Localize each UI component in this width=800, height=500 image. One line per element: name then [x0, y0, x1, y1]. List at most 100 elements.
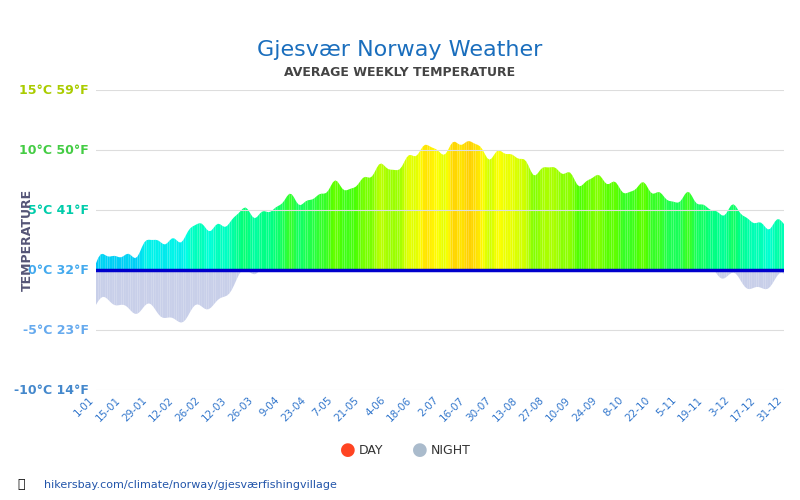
Polygon shape	[745, 270, 747, 288]
Polygon shape	[232, 270, 234, 290]
Polygon shape	[140, 247, 142, 270]
Polygon shape	[674, 202, 676, 270]
Polygon shape	[126, 254, 128, 270]
Polygon shape	[227, 223, 230, 270]
Polygon shape	[363, 177, 366, 270]
Polygon shape	[186, 231, 188, 270]
Polygon shape	[761, 222, 763, 270]
Polygon shape	[372, 172, 374, 270]
Polygon shape	[106, 255, 107, 270]
Polygon shape	[773, 270, 774, 283]
Polygon shape	[96, 270, 98, 305]
Polygon shape	[734, 204, 736, 270]
Polygon shape	[726, 209, 729, 270]
Polygon shape	[206, 229, 209, 270]
Polygon shape	[326, 190, 329, 270]
Polygon shape	[750, 270, 752, 289]
Polygon shape	[112, 256, 114, 270]
Polygon shape	[480, 146, 482, 270]
Polygon shape	[742, 216, 745, 270]
Polygon shape	[142, 242, 144, 270]
Polygon shape	[779, 270, 782, 274]
Polygon shape	[156, 240, 158, 270]
Polygon shape	[421, 146, 422, 270]
Text: 15°C 59°F: 15°C 59°F	[19, 84, 89, 96]
Polygon shape	[561, 173, 563, 270]
Polygon shape	[729, 206, 731, 270]
Polygon shape	[547, 168, 550, 270]
Polygon shape	[655, 192, 658, 270]
Polygon shape	[306, 200, 308, 270]
Polygon shape	[161, 270, 162, 318]
Polygon shape	[478, 145, 480, 270]
Polygon shape	[718, 270, 719, 278]
Text: 📍: 📍	[18, 478, 25, 492]
Polygon shape	[345, 190, 347, 270]
Polygon shape	[747, 270, 750, 289]
Polygon shape	[202, 224, 204, 270]
Polygon shape	[347, 190, 349, 270]
Polygon shape	[269, 212, 271, 270]
Polygon shape	[117, 256, 119, 270]
Polygon shape	[671, 202, 674, 270]
Polygon shape	[386, 168, 388, 270]
Polygon shape	[602, 178, 605, 270]
Polygon shape	[782, 222, 784, 270]
Polygon shape	[312, 198, 314, 270]
Polygon shape	[234, 270, 236, 285]
Polygon shape	[630, 191, 632, 270]
Polygon shape	[666, 200, 669, 270]
Polygon shape	[128, 270, 130, 310]
Polygon shape	[342, 188, 345, 270]
Polygon shape	[662, 194, 664, 270]
Polygon shape	[275, 206, 278, 270]
Polygon shape	[271, 210, 273, 270]
Polygon shape	[724, 270, 726, 278]
Polygon shape	[570, 172, 572, 270]
Polygon shape	[692, 196, 694, 270]
Polygon shape	[254, 217, 257, 270]
Polygon shape	[101, 254, 103, 270]
Polygon shape	[650, 192, 653, 270]
Polygon shape	[579, 186, 582, 270]
Polygon shape	[750, 220, 752, 270]
Polygon shape	[138, 252, 140, 270]
Polygon shape	[122, 256, 124, 270]
Polygon shape	[259, 212, 262, 270]
Polygon shape	[598, 175, 600, 270]
Polygon shape	[193, 225, 195, 270]
Polygon shape	[715, 270, 718, 274]
Polygon shape	[550, 167, 551, 270]
Polygon shape	[393, 170, 395, 270]
Polygon shape	[257, 214, 259, 270]
Polygon shape	[262, 211, 264, 270]
Polygon shape	[186, 270, 188, 320]
Polygon shape	[774, 220, 777, 270]
Polygon shape	[130, 270, 133, 312]
Polygon shape	[218, 270, 220, 300]
Polygon shape	[301, 204, 303, 270]
Polygon shape	[322, 194, 324, 270]
Polygon shape	[400, 166, 402, 270]
Polygon shape	[409, 155, 411, 270]
Polygon shape	[611, 182, 614, 270]
Polygon shape	[133, 257, 135, 270]
Polygon shape	[377, 164, 379, 270]
Polygon shape	[464, 142, 466, 270]
Polygon shape	[188, 228, 190, 270]
Polygon shape	[738, 210, 740, 270]
Polygon shape	[418, 150, 421, 270]
Polygon shape	[230, 220, 232, 270]
Text: -5°C 23°F: -5°C 23°F	[23, 324, 89, 336]
Polygon shape	[303, 202, 306, 270]
Polygon shape	[248, 270, 250, 272]
Polygon shape	[618, 186, 621, 270]
Polygon shape	[172, 238, 174, 270]
Polygon shape	[273, 208, 275, 270]
Polygon shape	[190, 226, 193, 270]
Polygon shape	[459, 144, 462, 270]
Polygon shape	[469, 141, 471, 270]
Polygon shape	[582, 184, 584, 270]
Polygon shape	[204, 226, 206, 270]
Polygon shape	[209, 231, 211, 270]
